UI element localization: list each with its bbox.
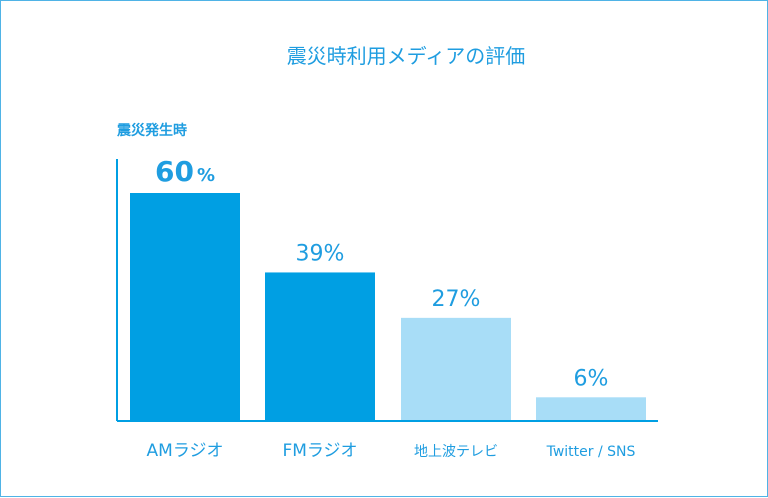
category-label-3: 地上波テレビ [414,444,498,460]
bars-group: 60 % AMラジオ 39% FMラジオ 27% 地上波テレビ 6% Twitter / SNS [130,155,646,461]
value-label-4: 6% [574,366,609,391]
value-label-unit: % [197,165,215,186]
value-label-2: 39% [296,241,345,266]
value-label-3: 27% [432,287,481,312]
bar-4 [536,397,646,420]
bar-1 [130,193,240,420]
bar-3 [401,317,511,420]
chart-title: 震災時利用メディアの評価 [287,44,526,68]
bar-2 [265,272,375,420]
category-label-4: Twitter / SNS [546,444,636,460]
value-label-1: 60% [155,155,215,188]
category-label-2: FMラジオ [282,441,357,461]
chart-subtitle: 震災発生時 [116,122,187,139]
category-label-1: AMラジオ [147,441,224,461]
